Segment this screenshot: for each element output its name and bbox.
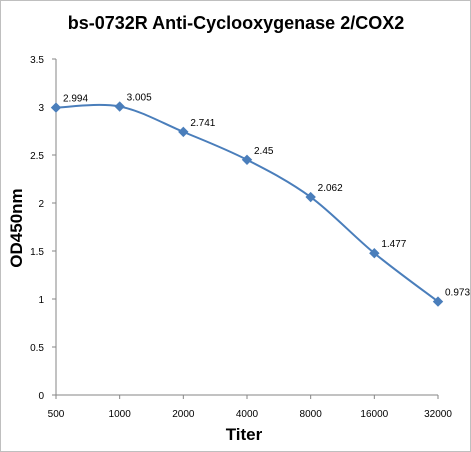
y-tick-labels: 0 0.5 1 1.5 2 2.5 3 3.5 — [30, 55, 44, 402]
data-label: 1.477 — [381, 239, 406, 250]
x-tick-label: 32000 — [424, 409, 452, 420]
x-tick-labels: 500 1000 2000 4000 8000 16000 32000 — [48, 409, 453, 420]
series-line — [55, 103, 439, 303]
x-axis-label: Titer — [226, 425, 263, 444]
data-label: 2.062 — [318, 183, 343, 194]
chart-title: bs-0732R Anti-Cyclooxygenase 2/COX2 — [68, 13, 404, 33]
axes — [52, 58, 439, 399]
x-tick-label: 2000 — [172, 409, 195, 420]
data-label: 0.973 — [445, 288, 470, 299]
y-tick-label: 0 — [38, 391, 44, 402]
y-tick-label: 0.5 — [30, 343, 44, 354]
y-tick-label: 2.5 — [30, 151, 44, 162]
data-point-marker — [50, 102, 62, 113]
x-tick-label: 500 — [48, 409, 65, 420]
data-point-marker — [432, 296, 444, 307]
y-tick-label: 3.5 — [30, 55, 44, 66]
x-tick-label: 16000 — [360, 409, 388, 420]
data-label: 2.741 — [190, 118, 215, 129]
data-point-marker — [178, 126, 189, 138]
y-tick-label: 3 — [38, 103, 44, 114]
x-tick-label: 4000 — [236, 409, 259, 420]
y-tick-label: 2 — [38, 199, 44, 210]
x-tick-label: 8000 — [300, 409, 323, 420]
data-labels: 2.994 3.005 2.741 2.45 2.062 1.477 0.973 — [63, 93, 470, 299]
y-tick-label: 1 — [38, 295, 44, 306]
x-tick-label: 1000 — [109, 409, 132, 420]
data-point-marker — [305, 191, 316, 203]
data-label: 3.005 — [127, 93, 152, 104]
y-tick-label: 1.5 — [30, 247, 44, 258]
data-point-marker — [369, 248, 380, 259]
data-point-marker — [114, 101, 125, 112]
data-label: 2.45 — [254, 146, 274, 157]
data-label: 2.994 — [63, 94, 88, 105]
data-point-marker — [241, 154, 253, 166]
data-markers — [50, 101, 444, 307]
y-axis-label: OD450nm — [7, 188, 26, 267]
